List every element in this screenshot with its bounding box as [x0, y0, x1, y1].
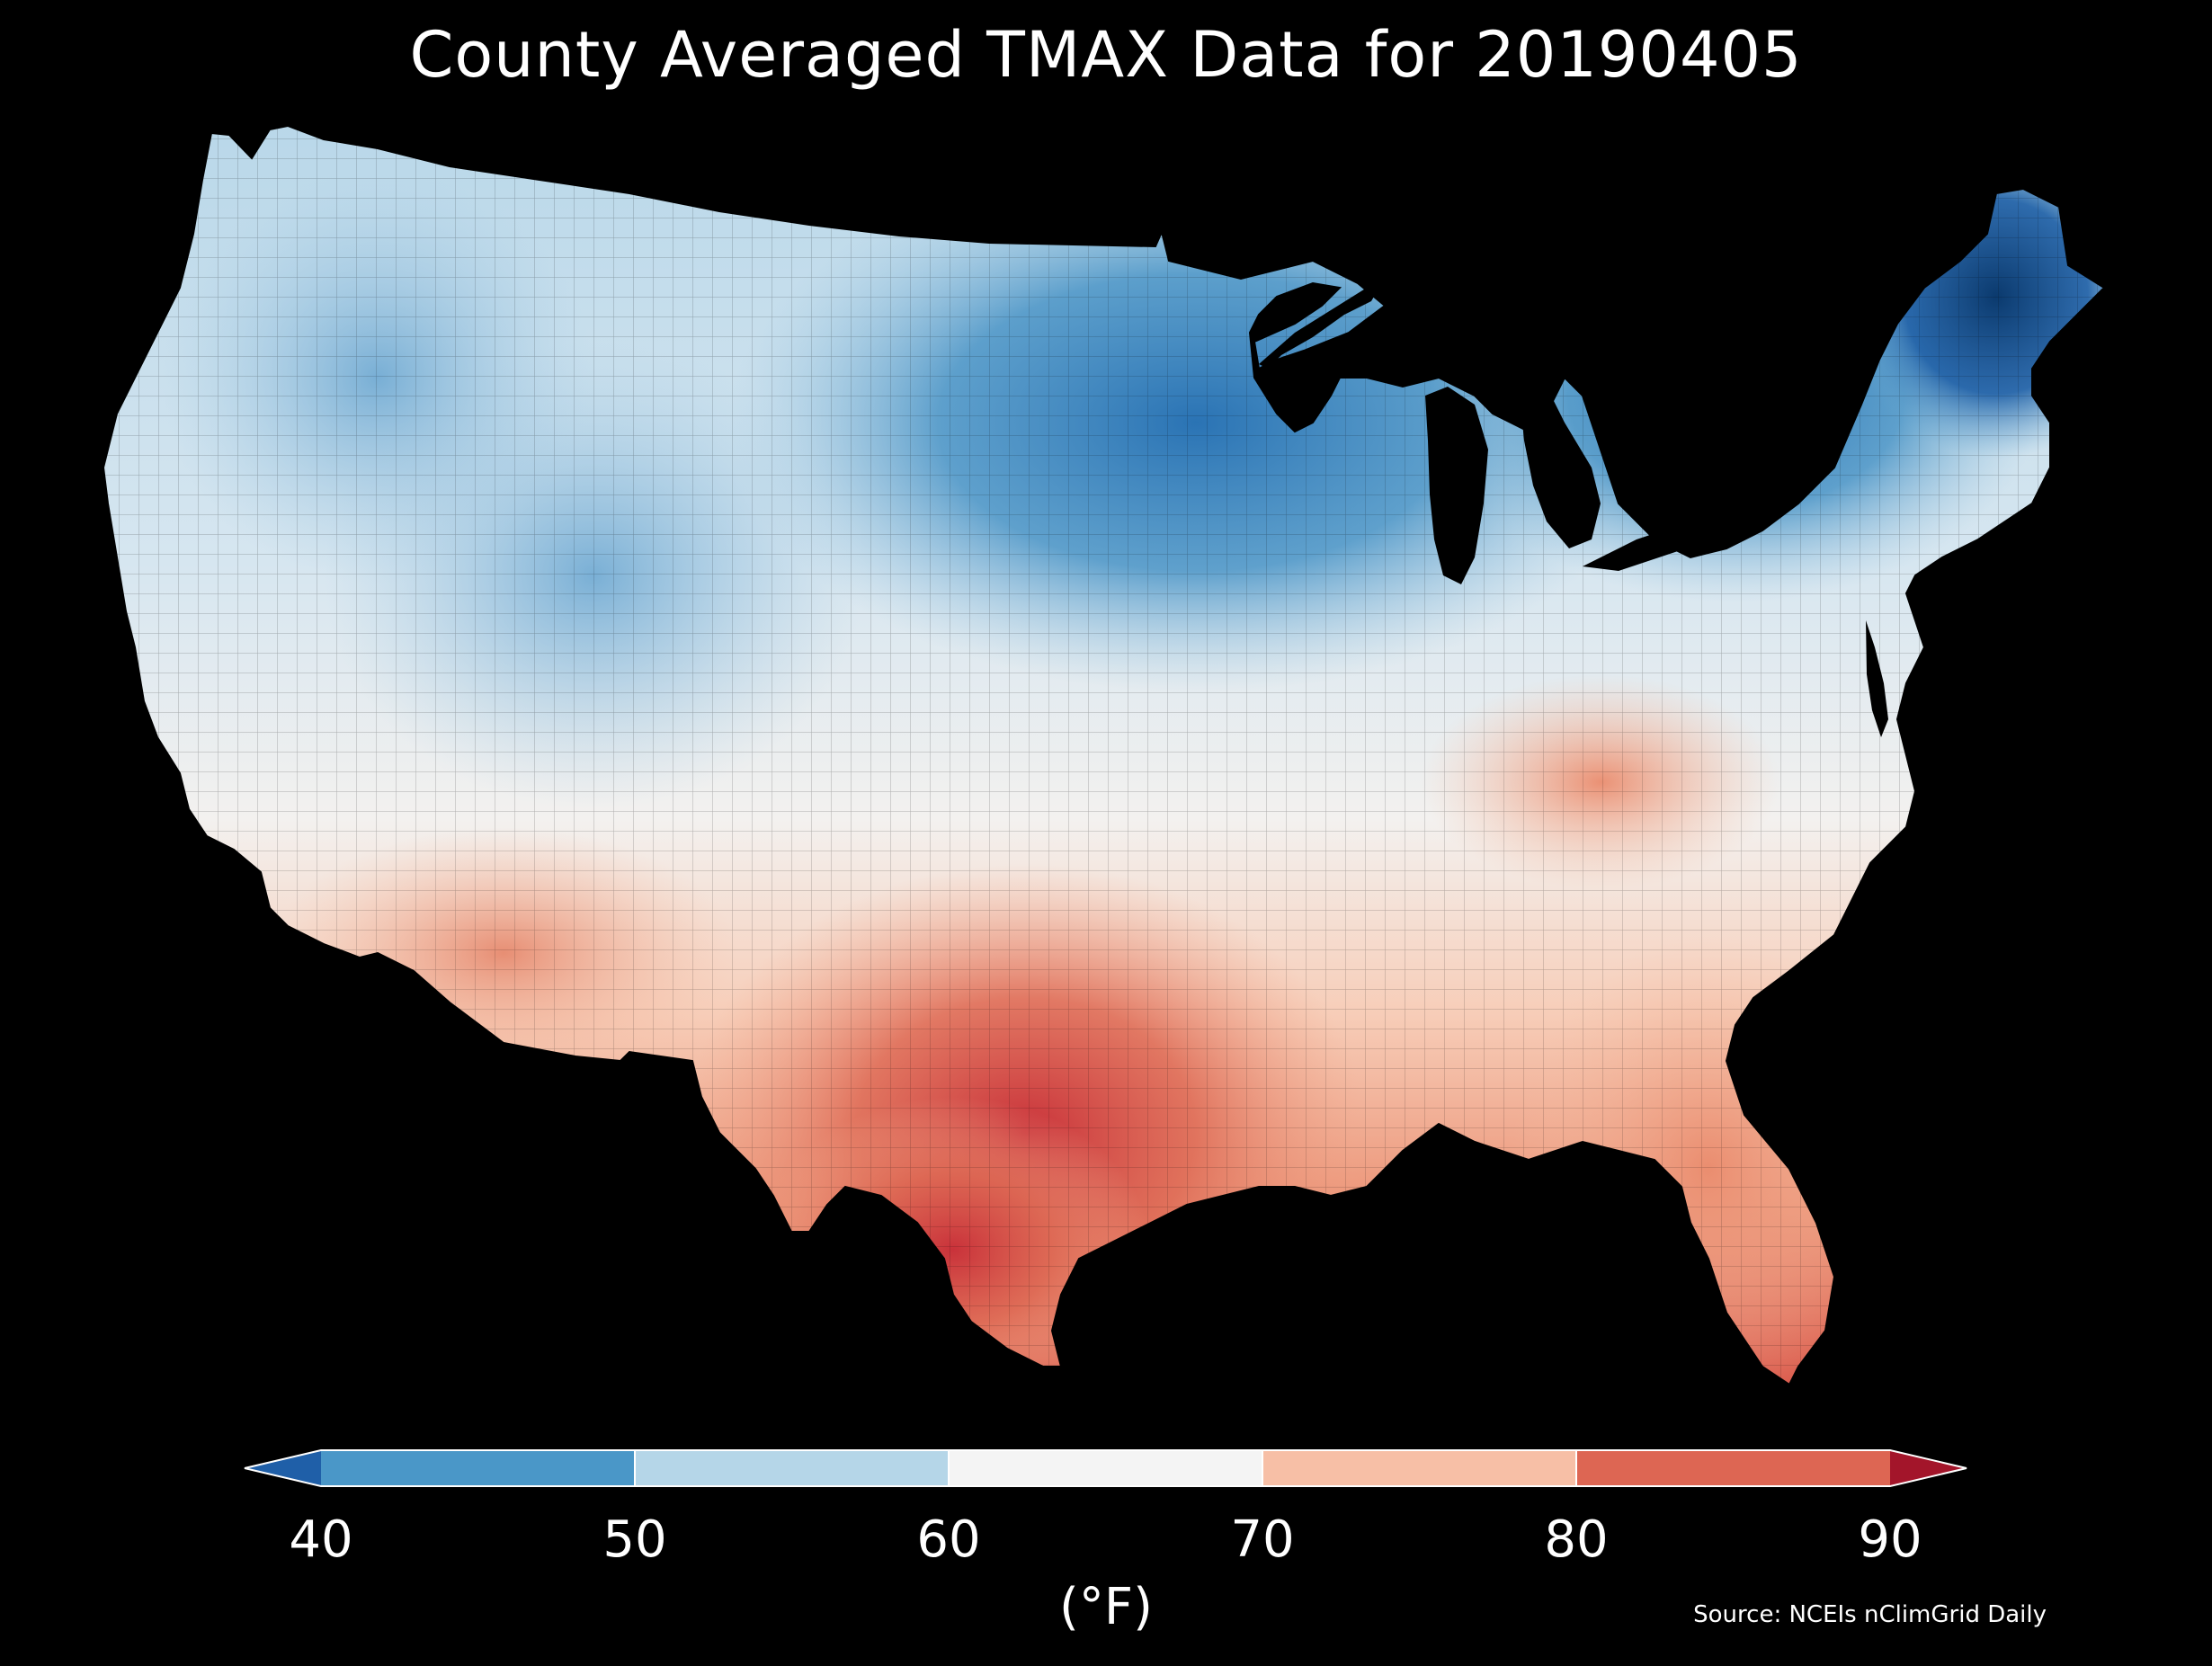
colorbar-tick-50: 50 [602, 1510, 667, 1569]
lake-huron [1520, 387, 1601, 548]
lake-superior [1259, 286, 1380, 369]
colorbar-tick-40: 40 [289, 1510, 353, 1569]
colorbar-tick-60: 60 [916, 1510, 981, 1569]
colorbar-units-label: (°F) [1059, 1578, 1153, 1636]
colorbar-tick-80: 80 [1544, 1510, 1609, 1569]
map-title: County Averaged TMAX Data for 20190405 [409, 18, 1803, 92]
lake-erie-ontario [1583, 499, 1780, 571]
colorbar-tick-70: 70 [1230, 1510, 1295, 1569]
lake-michigan [1425, 387, 1488, 584]
colorbar-tick-90: 90 [1858, 1510, 1922, 1569]
chesapeake-bay [1866, 620, 1888, 737]
source-credit: Source: NCEIs nClimGrid Daily [1693, 1601, 2047, 1628]
county-fill-layer [103, 126, 2104, 1385]
